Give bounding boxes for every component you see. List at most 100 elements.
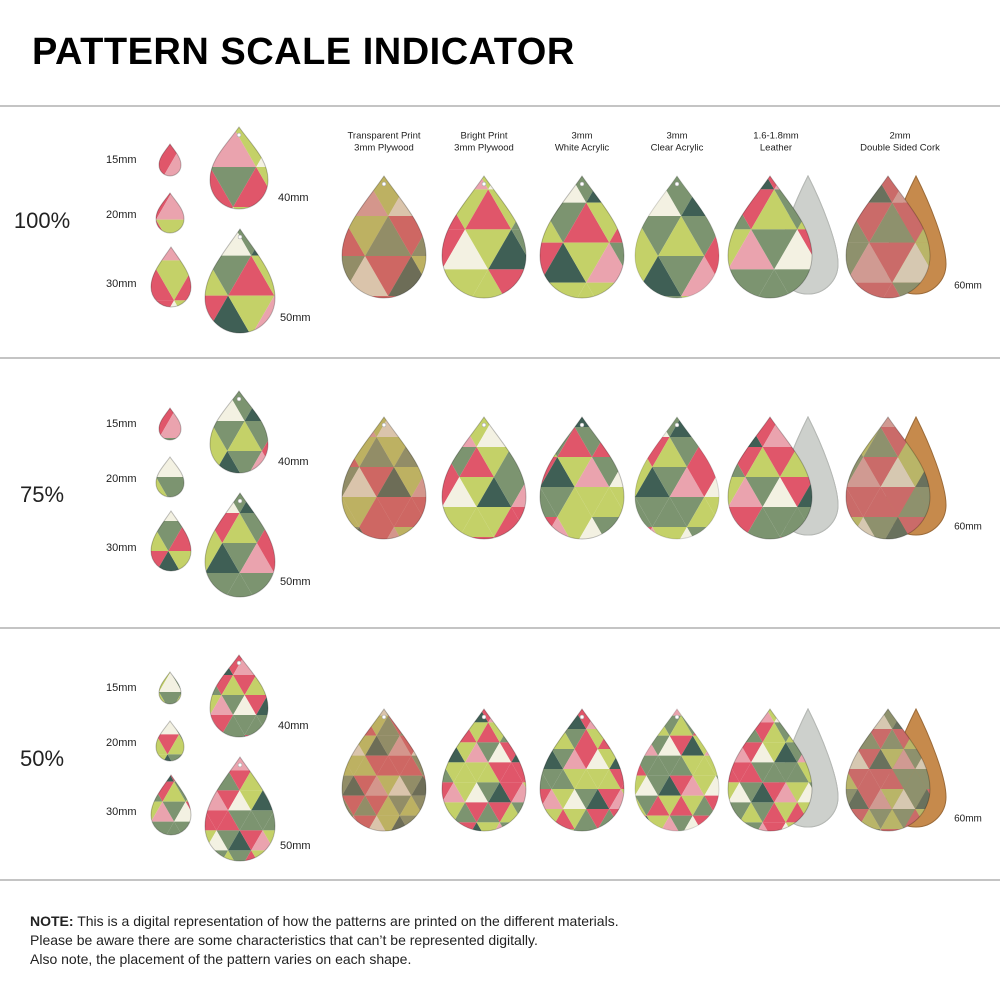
pattern-triangle xyxy=(797,229,812,270)
pattern-triangle xyxy=(739,709,763,723)
pattern-triangle xyxy=(307,407,342,437)
pattern-triangle xyxy=(434,716,457,736)
pattern-triangle xyxy=(652,467,687,497)
pattern-triangle xyxy=(632,709,655,729)
pattern-triangle xyxy=(762,782,786,803)
pattern-triangle xyxy=(476,822,500,831)
size-label: 15mm xyxy=(106,418,137,430)
pattern-triangle xyxy=(869,809,893,829)
pattern-triangle xyxy=(728,722,740,743)
pattern-triangle xyxy=(739,696,762,716)
pattern-triangle xyxy=(811,397,846,427)
pattern-triangle xyxy=(597,789,621,809)
teardrop-edge xyxy=(158,671,182,705)
pattern-triangle xyxy=(459,507,494,537)
pattern-triangle xyxy=(205,810,229,831)
pattern-triangle xyxy=(880,809,904,829)
pattern-triangle xyxy=(476,477,512,507)
pattern-triangle xyxy=(297,216,343,256)
pattern-triangle xyxy=(476,507,512,537)
pattern-triangle xyxy=(442,782,454,803)
pattern-triangle xyxy=(686,417,719,437)
pattern-triangle xyxy=(365,735,389,756)
pattern-triangle xyxy=(388,755,412,776)
pattern-triangle xyxy=(388,795,412,816)
pattern-triangle xyxy=(205,493,240,513)
pattern-triangle xyxy=(635,296,682,298)
pattern-triangle xyxy=(393,467,426,497)
pattern-triangle xyxy=(376,815,400,831)
pattern-triangle xyxy=(197,762,220,782)
pattern-triangle xyxy=(635,775,659,796)
pattern-triangle xyxy=(620,809,624,829)
pattern-triangle xyxy=(262,850,275,861)
pattern-triangle xyxy=(892,749,916,769)
pattern-triangle xyxy=(251,810,275,831)
teardrop-edge xyxy=(845,416,931,540)
size-label: 60mm xyxy=(954,281,982,292)
pattern-triangle xyxy=(256,207,268,209)
pattern-triangle xyxy=(187,735,210,755)
pattern-triangle xyxy=(728,822,752,831)
pattern-triangle xyxy=(704,417,719,437)
pattern-triangle xyxy=(779,477,812,507)
pattern-triangle xyxy=(658,755,682,776)
pattern-triangle xyxy=(938,203,984,243)
pattern-triangle xyxy=(635,296,659,298)
pattern-triangle xyxy=(704,497,719,527)
pattern-triangle xyxy=(342,176,366,216)
pattern-triangle xyxy=(938,729,961,749)
teardrop-edge xyxy=(209,390,269,474)
pattern-triangle xyxy=(133,714,156,734)
pattern-triangle xyxy=(669,715,693,736)
teardrop-edge xyxy=(441,416,527,540)
pattern-triangle xyxy=(574,517,610,539)
pattern-triangle xyxy=(476,762,500,783)
pattern-triangle xyxy=(985,203,1000,243)
pattern-triangle xyxy=(342,755,354,776)
pattern-triangle xyxy=(442,802,466,823)
pattern-triangle xyxy=(442,507,477,537)
pattern-triangle xyxy=(216,770,240,791)
pattern-triangle xyxy=(221,675,245,695)
pattern-triangle xyxy=(210,655,222,675)
pattern-triangle xyxy=(465,782,489,803)
pattern-triangle xyxy=(297,790,320,810)
pattern-triangle xyxy=(156,193,184,220)
pattern-triangle xyxy=(442,709,466,723)
pattern-triangle xyxy=(274,255,275,296)
pattern-triangle xyxy=(326,573,361,603)
teardrop-edge xyxy=(441,708,527,832)
pattern-triangle xyxy=(205,790,229,811)
size-label: 50mm xyxy=(280,312,311,324)
pattern-triangle xyxy=(210,167,234,207)
teardrop-edge xyxy=(155,192,185,234)
pattern-triangle xyxy=(728,822,740,831)
wood-tint xyxy=(846,417,930,539)
pattern-triangle xyxy=(279,675,302,695)
pattern-triangle xyxy=(540,242,587,283)
pattern-triangle xyxy=(388,296,426,298)
pattern-triangle xyxy=(609,176,624,203)
pattern-triangle xyxy=(227,421,262,451)
pattern-triangle xyxy=(411,256,426,296)
pattern-triangle xyxy=(309,483,344,513)
pattern-triangle xyxy=(302,207,348,247)
pattern-triangle xyxy=(239,573,275,597)
pattern-triangle xyxy=(442,722,454,743)
pattern-triangle xyxy=(297,750,320,770)
hole xyxy=(579,422,585,428)
teardrop-edge xyxy=(155,456,185,498)
pattern-triangle xyxy=(534,822,557,842)
pattern-triangle xyxy=(151,521,169,551)
pattern-triangle xyxy=(751,722,775,743)
pattern-triangle xyxy=(903,789,927,809)
pattern-triangle xyxy=(411,815,426,831)
pattern-triangle xyxy=(681,735,705,756)
pattern-triangle xyxy=(534,722,557,742)
pattern-triangle xyxy=(635,216,682,256)
pattern-triangle xyxy=(174,775,191,782)
pattern-triangle xyxy=(915,417,930,427)
pattern-triangle xyxy=(950,397,985,427)
size-label: 40mm xyxy=(278,720,309,732)
